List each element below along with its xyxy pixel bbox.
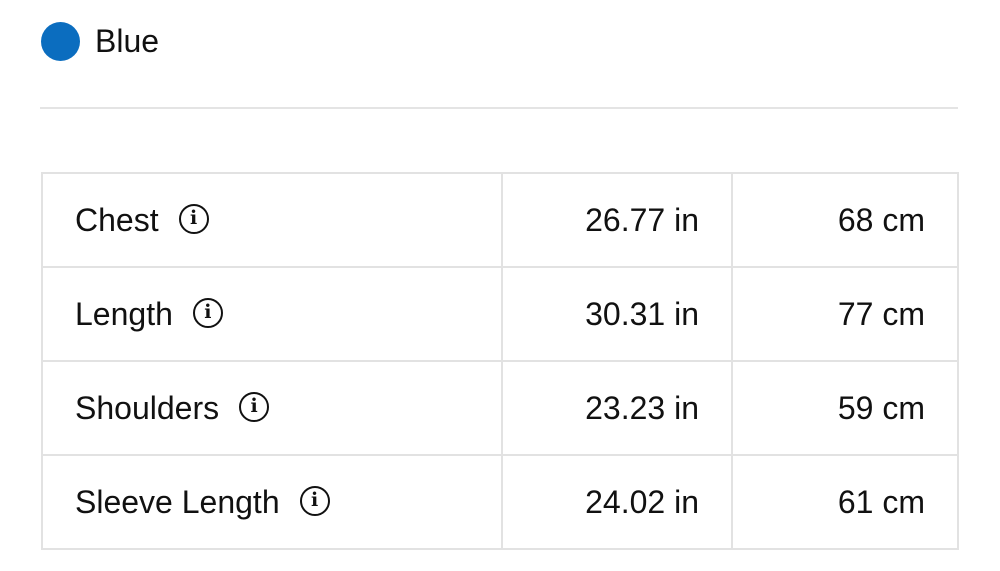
measurement-label: Shoulders	[75, 389, 220, 426]
info-icon[interactable]: i	[192, 298, 223, 329]
info-icon[interactable]: i	[299, 486, 330, 517]
measurement-label-cell: Chest i	[41, 172, 503, 268]
table-row: Length i 30.31 in 77 cm	[41, 266, 959, 362]
cm-value: 61 cm	[731, 454, 959, 550]
inches-value: 30.31 in	[501, 266, 733, 362]
color-name: Blue	[95, 22, 160, 59]
color-selection: Blue	[41, 21, 159, 61]
size-measurements-table: Chest i 26.77 in 68 cm Length i 30.31 in 77…	[41, 172, 959, 550]
table-row: Chest i 26.77 in 68 cm	[41, 172, 959, 268]
cm-value: 77 cm	[731, 266, 959, 362]
measurement-label: Sleeve Length	[75, 483, 280, 520]
measurement-label-cell: Length i	[41, 266, 503, 362]
table-row: Sleeve Length i 24.02 in 61 cm	[41, 454, 959, 550]
divider	[40, 107, 958, 109]
measurement-label-cell: Sleeve Length i	[41, 454, 503, 550]
cm-value: 68 cm	[731, 172, 959, 268]
table-row: Shoulders i 23.23 in 59 cm	[41, 360, 959, 456]
measurement-label: Chest	[75, 201, 159, 238]
inches-value: 23.23 in	[501, 360, 733, 456]
cm-value: 59 cm	[731, 360, 959, 456]
color-swatch[interactable]	[41, 21, 80, 61]
info-icon[interactable]: i	[239, 392, 270, 423]
info-icon[interactable]: i	[178, 204, 209, 235]
measurement-label-cell: Shoulders i	[41, 360, 503, 456]
measurement-label: Length	[75, 295, 173, 332]
inches-value: 26.77 in	[501, 172, 733, 268]
inches-value: 24.02 in	[501, 454, 733, 550]
